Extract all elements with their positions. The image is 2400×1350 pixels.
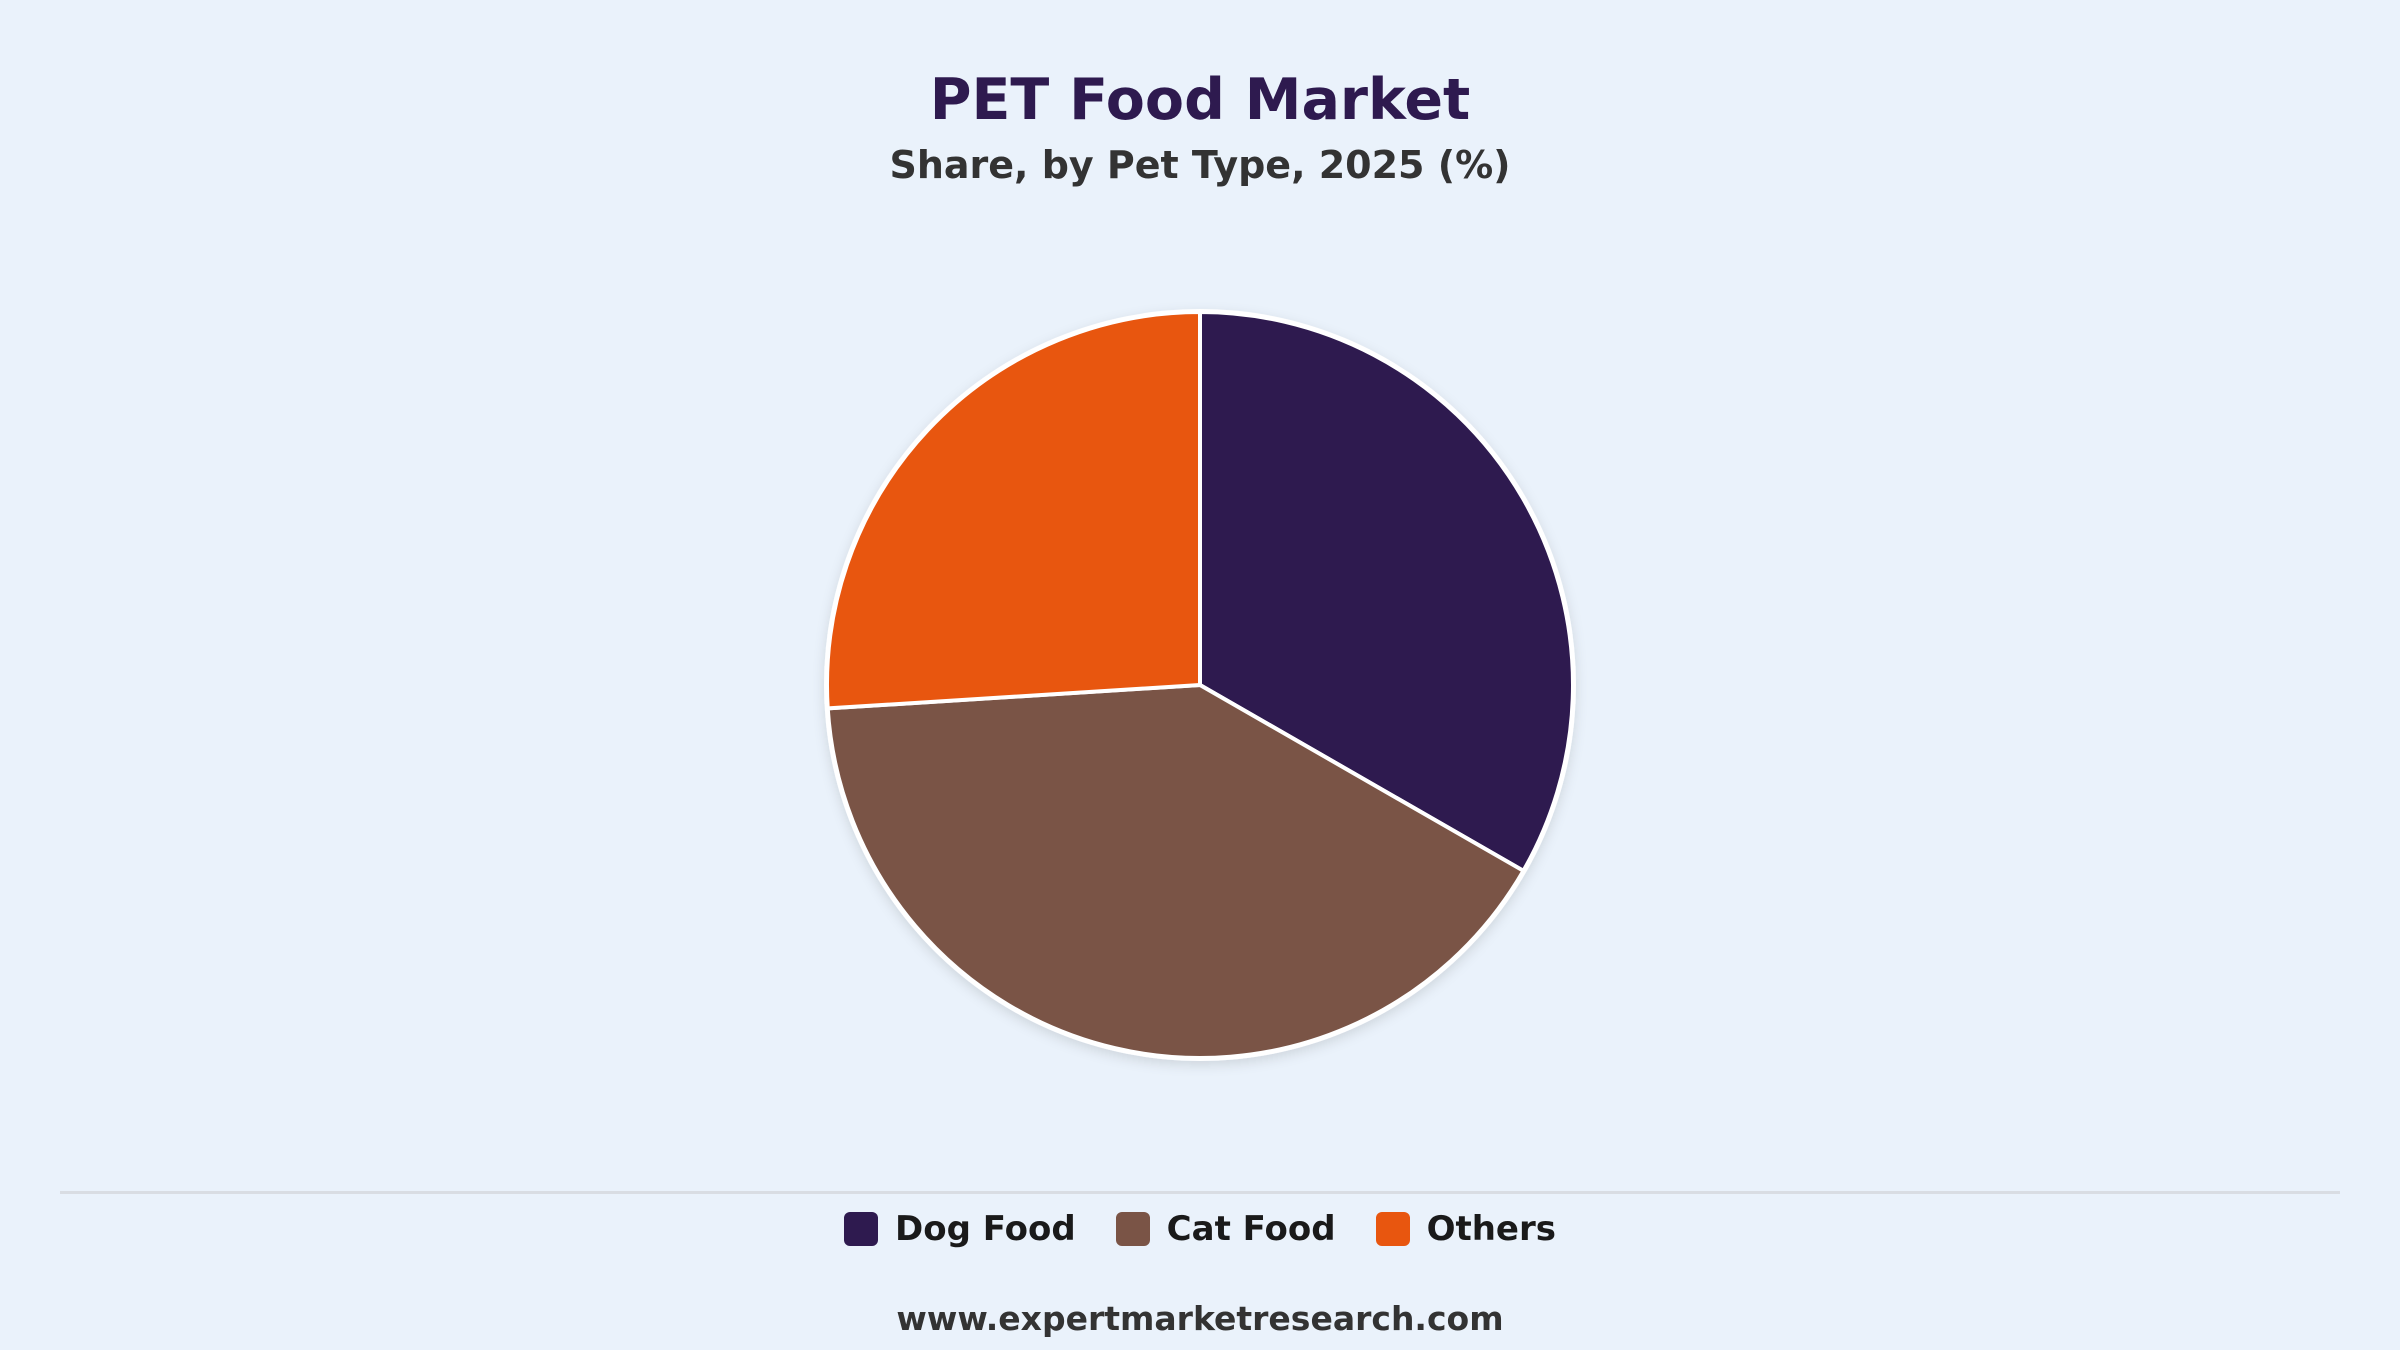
legend-label-others: Others: [1426, 1209, 1556, 1249]
pie-slice-cat-food[interactable]: [825, 683, 1526, 1060]
pie-slice-others[interactable]: [825, 310, 1202, 711]
chart-subtitle: Share, by Pet Type, 2025 (%): [889, 143, 1511, 187]
chart-title: PET Food Market: [929, 67, 1471, 133]
legend-item-dog-food[interactable]: Dog Food: [844, 1209, 1076, 1249]
legend-item-others[interactable]: Others: [1375, 1209, 1556, 1249]
source-url: www.expertmarketresearch.com: [896, 1299, 1504, 1338]
legend-divider: [60, 1191, 2340, 1194]
legend-item-cat-food[interactable]: Cat Food: [1115, 1209, 1336, 1249]
legend-swatch-dog-food: [844, 1212, 878, 1246]
legend-label-cat-food: Cat Food: [1166, 1209, 1336, 1249]
legend-swatch-cat-food: [1115, 1212, 1150, 1246]
legend-label-dog-food: Dog Food: [895, 1209, 1076, 1249]
pie-slice-dog-food[interactable]: [1198, 310, 1575, 873]
pie-slices: [825, 310, 1575, 1060]
legend-swatch-others: [1375, 1212, 1410, 1246]
chart-legend: Dog Food Cat Food Others: [0, 1204, 2400, 1254]
